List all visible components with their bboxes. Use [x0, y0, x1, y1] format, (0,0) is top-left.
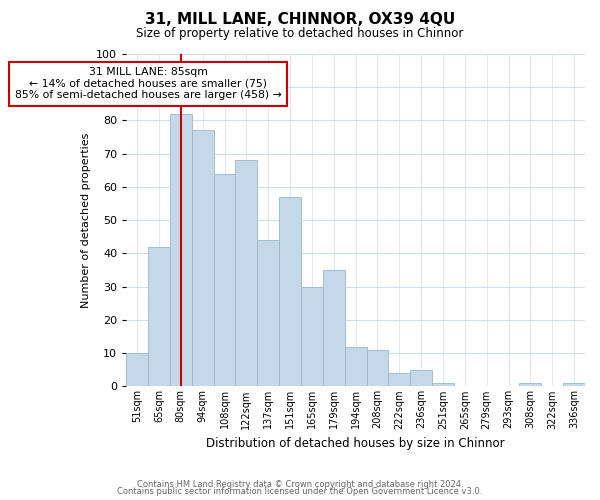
- Bar: [367, 350, 388, 387]
- Y-axis label: Number of detached properties: Number of detached properties: [80, 132, 91, 308]
- Bar: [563, 383, 585, 386]
- Bar: [192, 130, 214, 386]
- Text: 31 MILL LANE: 85sqm
← 14% of detached houses are smaller (75)
85% of semi-detach: 31 MILL LANE: 85sqm ← 14% of detached ho…: [15, 68, 281, 100]
- Text: Size of property relative to detached houses in Chinnor: Size of property relative to detached ho…: [136, 28, 464, 40]
- Bar: [388, 373, 410, 386]
- Bar: [257, 240, 279, 386]
- Bar: [344, 346, 367, 387]
- Bar: [520, 383, 541, 386]
- Text: Contains public sector information licensed under the Open Government Licence v3: Contains public sector information licen…: [118, 487, 482, 496]
- Bar: [301, 286, 323, 386]
- Bar: [126, 353, 148, 386]
- Bar: [235, 160, 257, 386]
- Bar: [148, 247, 170, 386]
- X-axis label: Distribution of detached houses by size in Chinnor: Distribution of detached houses by size …: [206, 437, 505, 450]
- Bar: [279, 197, 301, 386]
- Text: Contains HM Land Registry data © Crown copyright and database right 2024.: Contains HM Land Registry data © Crown c…: [137, 480, 463, 489]
- Bar: [170, 114, 192, 386]
- Text: 31, MILL LANE, CHINNOR, OX39 4QU: 31, MILL LANE, CHINNOR, OX39 4QU: [145, 12, 455, 28]
- Bar: [432, 383, 454, 386]
- Bar: [214, 174, 235, 386]
- Bar: [410, 370, 432, 386]
- Bar: [323, 270, 344, 386]
